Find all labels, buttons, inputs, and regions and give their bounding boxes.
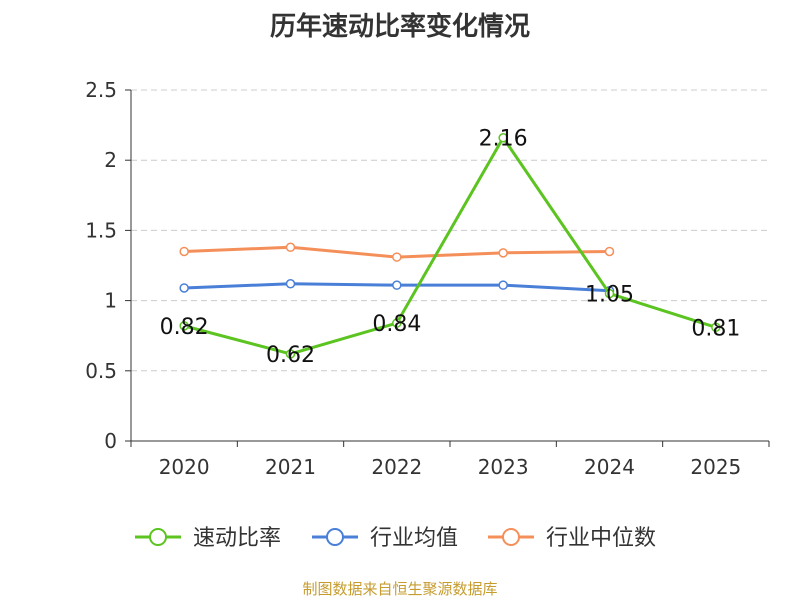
data-label: 0.81: [691, 316, 740, 341]
x-tick-label: 2025: [690, 455, 741, 479]
data-point: [179, 321, 189, 331]
data-point: [285, 242, 296, 252]
legend-label: 行业中位数: [546, 526, 656, 551]
data-point: [498, 132, 508, 143]
chart-title: 历年速动比率变化情况: [269, 12, 530, 42]
data-point: [498, 248, 508, 258]
legend-marker-icon: [149, 528, 167, 546]
data-point: [179, 246, 189, 257]
data-label: 0.84: [372, 312, 421, 337]
y-tick-label: 0.5: [85, 359, 117, 383]
legend-marker-icon: [502, 528, 520, 546]
y-tick-label: 0: [104, 429, 117, 453]
legend-item[interactable]: 行业均值: [312, 526, 458, 551]
x-tick-label: 2024: [584, 455, 635, 479]
data-point: [285, 279, 296, 289]
legend-label: 速动比率: [193, 526, 281, 551]
data-labels: 0.82 0.62 0.84 2.16 1.05 0.81: [160, 127, 741, 368]
x-tick-label: 2021: [265, 455, 316, 479]
legend: 速动比率 行业均值 行业中位数: [135, 526, 656, 551]
series-lines: [179, 132, 721, 359]
axes: 0 0.5 1 1.5 2 2.5 2020 2021 2022 2023 2024 2025: [85, 78, 770, 479]
y-tick-label: 2.5: [85, 78, 117, 102]
data-point: [392, 318, 402, 328]
x-tick-label: 2023: [478, 455, 529, 479]
legend-marker-icon: [326, 528, 344, 546]
data-point: [392, 252, 402, 262]
data-point: [604, 246, 615, 257]
data-point: [179, 283, 189, 293]
x-tick-label: 2020: [159, 455, 210, 479]
data-point: [392, 280, 402, 290]
source-footer: 制图数据来自恒生聚源数据库: [302, 580, 498, 598]
data-label: 2.16: [479, 127, 528, 152]
y-tick-label: 2: [104, 148, 117, 172]
legend-item[interactable]: 行业中位数: [488, 526, 656, 551]
grid-lines: [131, 89, 769, 372]
series-line: [183, 136, 717, 356]
data-point: [498, 280, 508, 290]
data-point: [604, 288, 615, 299]
legend-item[interactable]: 速动比率: [135, 526, 281, 551]
data-point: [711, 322, 721, 333]
legend-label: 行业均值: [370, 526, 458, 551]
data-label: 0.82: [160, 315, 209, 340]
data-label: 1.05: [585, 283, 634, 308]
y-tick-label: 1: [104, 289, 117, 313]
x-tick-label: 2022: [371, 455, 422, 479]
data-label: 0.62: [266, 343, 315, 368]
data-point: [285, 349, 296, 359]
y-tick-label: 1.5: [85, 218, 117, 242]
